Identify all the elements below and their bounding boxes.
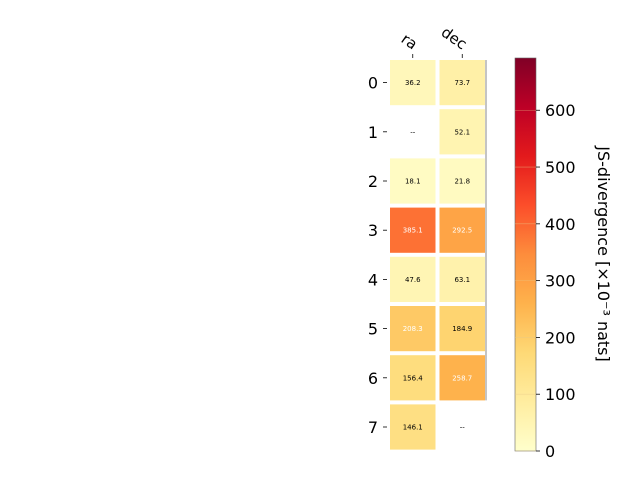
cell-value-label: 18.1 — [405, 178, 421, 186]
heatmap-cell — [390, 158, 436, 204]
cell-value-label: 292.5 — [452, 227, 472, 235]
column-label: ra — [398, 30, 421, 54]
cell-value-label: 73.7 — [454, 79, 470, 87]
colorbar-tick-label: 400 — [545, 215, 576, 234]
colorbar-tick-label: 100 — [545, 385, 576, 404]
colorbar-tick-label: 0 — [545, 442, 555, 461]
heatmap-cell — [390, 60, 436, 106]
cell-value-label: 47.6 — [405, 276, 421, 284]
heatmap-cell — [390, 207, 436, 253]
heatmap-cell — [439, 109, 485, 155]
colorbar-tick-label: 600 — [545, 101, 576, 120]
cell-value-label: 63.1 — [454, 276, 470, 284]
cell-value-label: 385.1 — [403, 227, 423, 235]
cell-value-label: 258.7 — [452, 374, 472, 382]
colorbar-tick-label: 500 — [545, 158, 576, 177]
column-label: dec — [438, 23, 470, 53]
heatmap-cell — [439, 355, 485, 401]
row-label: 7 — [368, 418, 378, 437]
cell-value-label: 208.3 — [403, 325, 423, 333]
heatmap-cell — [390, 306, 436, 352]
cell-value-label: 146.1 — [403, 424, 423, 432]
heatmap-cell — [390, 404, 436, 450]
heatmap-cell — [390, 355, 436, 401]
colorbar-label: JS-divergence [×10⁻³ nats] — [594, 145, 613, 361]
row-label: 5 — [368, 320, 378, 339]
heatmap-cell — [439, 158, 485, 204]
row-label: 3 — [368, 221, 378, 240]
row-label: 1 — [368, 123, 378, 142]
column-labels: ra dec — [398, 23, 470, 58]
heatmap-cell — [439, 60, 485, 106]
row-label: 6 — [368, 369, 378, 388]
row-label: 4 — [368, 270, 378, 289]
cell-value-label: 36.2 — [405, 79, 421, 87]
colorbar — [514, 57, 537, 452]
heatmap-cell — [390, 256, 436, 302]
colorbar-ticks: 0 100 200 300 400 500 600 — [515, 101, 576, 461]
colorbar-tick-label: 300 — [545, 272, 576, 291]
colorbar-gradient — [514, 57, 537, 452]
row-label: 2 — [368, 172, 378, 191]
heatmap-cell — [439, 256, 485, 302]
heatmap-cell — [439, 207, 485, 253]
row-label: 0 — [368, 74, 378, 93]
cell-value-label: -- — [460, 424, 466, 432]
cell-value-label: 21.8 — [454, 178, 470, 186]
row-labels: 0 1 2 3 4 5 6 7 — [368, 74, 387, 437]
cell-value-label: 52.1 — [454, 128, 470, 136]
cell-value-label: 156.4 — [403, 374, 424, 382]
heatmap-grid: 36.2 73.7 -- 52.1 18.1 21.8 385.1 292.5 47.6 63.1… — [390, 60, 487, 450]
cell-value-label: -- — [410, 128, 416, 136]
cell-value-label: 184.9 — [452, 325, 472, 333]
heatmap-cell — [439, 306, 485, 352]
colorbar-tick-label: 200 — [545, 328, 576, 347]
